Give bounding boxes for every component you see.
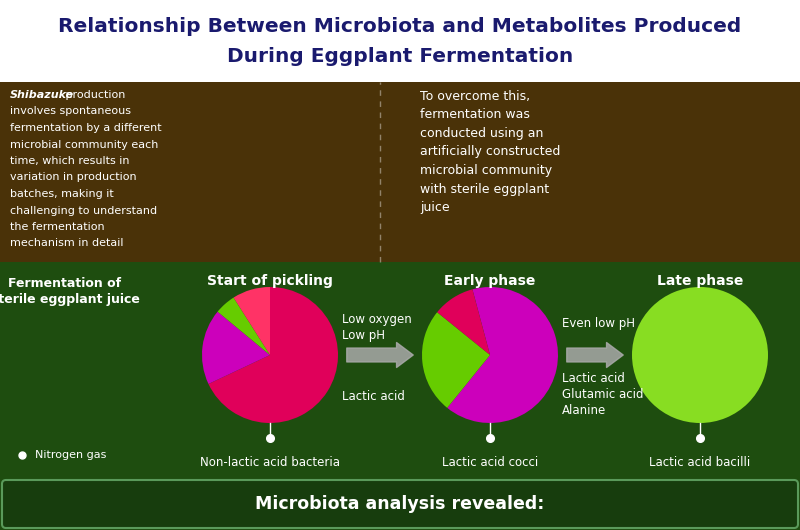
Text: production: production — [62, 90, 126, 100]
Text: Lactic acid: Lactic acid — [342, 391, 405, 403]
Text: challenging to understand: challenging to understand — [10, 206, 157, 216]
Text: Microbiota analysis revealed:: Microbiota analysis revealed: — [255, 495, 545, 513]
Bar — [0, 82, 800, 262]
Text: Start of pickling: Start of pickling — [207, 274, 333, 288]
Text: During Eggplant Fermentation: During Eggplant Fermentation — [227, 48, 573, 66]
Bar — [0, 0, 800, 82]
Text: the fermentation: the fermentation — [10, 222, 105, 232]
Text: Shibazuke: Shibazuke — [10, 90, 74, 100]
Text: Lactic acid bacilli: Lactic acid bacilli — [650, 456, 750, 469]
Text: Lactic acid cocci: Lactic acid cocci — [442, 456, 538, 469]
Wedge shape — [437, 289, 490, 355]
Text: Low oxygen
Low pH: Low oxygen Low pH — [342, 313, 412, 341]
Text: Lactic acid
Glutamic acid
Alanine: Lactic acid Glutamic acid Alanine — [562, 373, 643, 418]
Text: microbial community each: microbial community each — [10, 139, 158, 149]
Bar — [0, 82, 800, 530]
Text: Relationship Between Microbiota and Metabolites Produced: Relationship Between Microbiota and Meta… — [58, 17, 742, 37]
Text: time, which results in: time, which results in — [10, 156, 130, 166]
Text: To overcome this,
fermentation was
conducted using an
artificially constructed
m: To overcome this, fermentation was condu… — [420, 90, 560, 214]
Wedge shape — [234, 287, 270, 355]
Text: involves spontaneous: involves spontaneous — [10, 107, 131, 117]
Wedge shape — [422, 312, 490, 408]
Wedge shape — [218, 297, 270, 355]
FancyArrowPatch shape — [346, 342, 414, 367]
Wedge shape — [202, 312, 270, 384]
Wedge shape — [447, 287, 558, 423]
Text: variation in production: variation in production — [10, 172, 137, 182]
Text: Early phase: Early phase — [444, 274, 536, 288]
Wedge shape — [209, 287, 338, 423]
FancyArrowPatch shape — [566, 342, 623, 367]
Text: Fermentation of
sterile eggplant juice: Fermentation of sterile eggplant juice — [0, 277, 139, 306]
Text: batches, making it: batches, making it — [10, 189, 114, 199]
Text: mechanism in detail: mechanism in detail — [10, 238, 123, 249]
Wedge shape — [632, 287, 768, 423]
Text: Non-lactic acid bacteria: Non-lactic acid bacteria — [200, 456, 340, 469]
Text: fermentation by a different: fermentation by a different — [10, 123, 162, 133]
FancyBboxPatch shape — [2, 480, 798, 528]
Text: Even low pH: Even low pH — [562, 316, 635, 330]
Text: Nitrogen gas: Nitrogen gas — [35, 450, 106, 460]
Text: Late phase: Late phase — [657, 274, 743, 288]
